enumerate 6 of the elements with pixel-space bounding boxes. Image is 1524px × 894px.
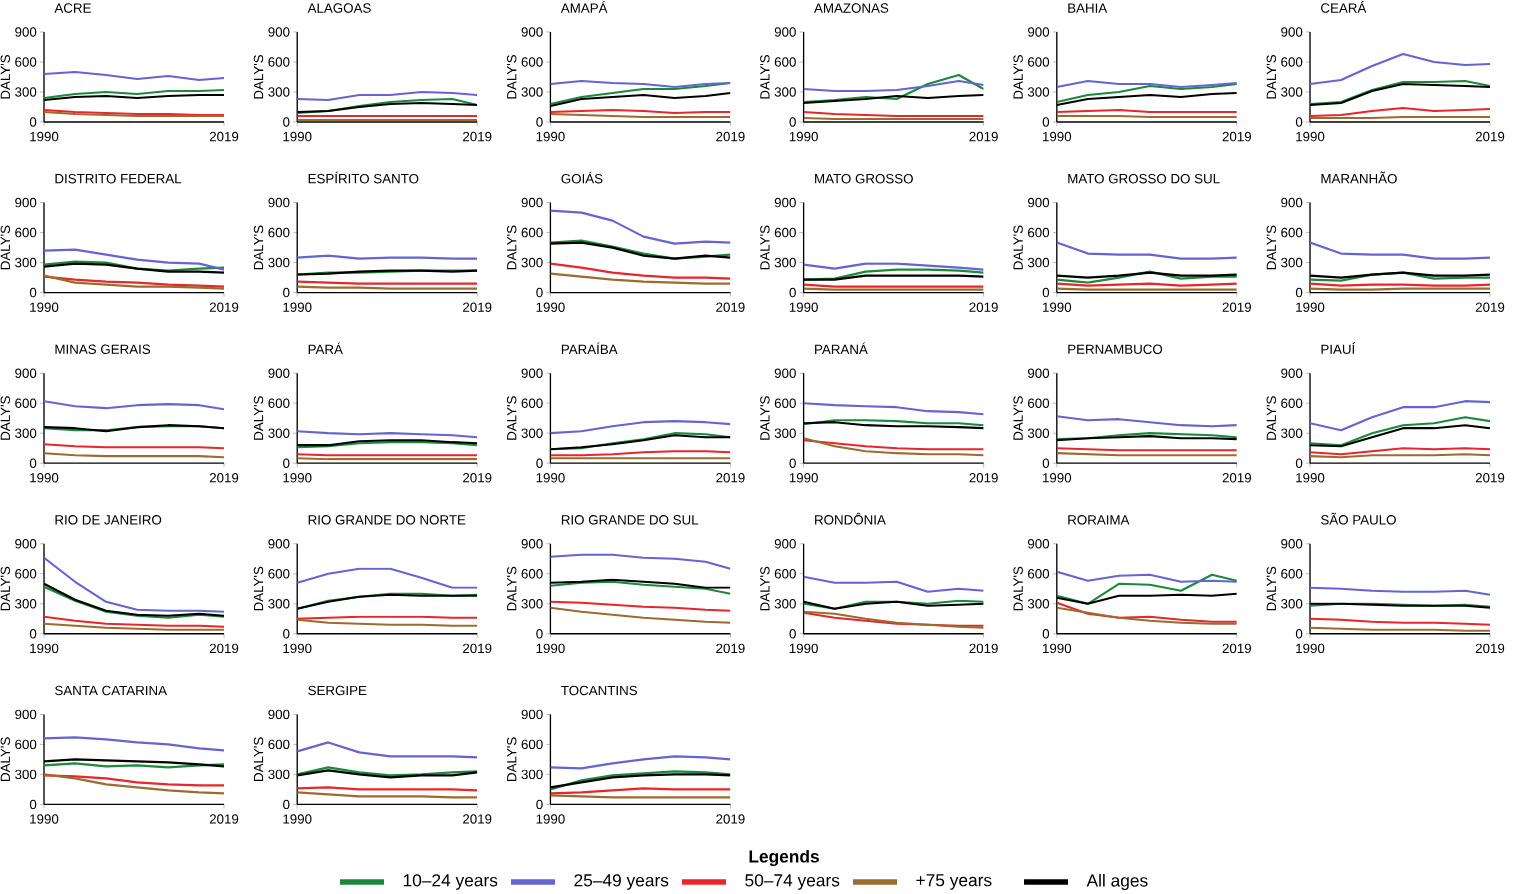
legend-label: 50–74 years <box>745 874 840 890</box>
legend-label: +75 years <box>916 874 992 890</box>
legend-label: 25–49 years <box>574 874 669 890</box>
legend-label: 10–24 years <box>403 874 498 890</box>
legend-title: Legends <box>749 849 819 867</box>
legend-label: All ages <box>1086 873 1148 891</box>
